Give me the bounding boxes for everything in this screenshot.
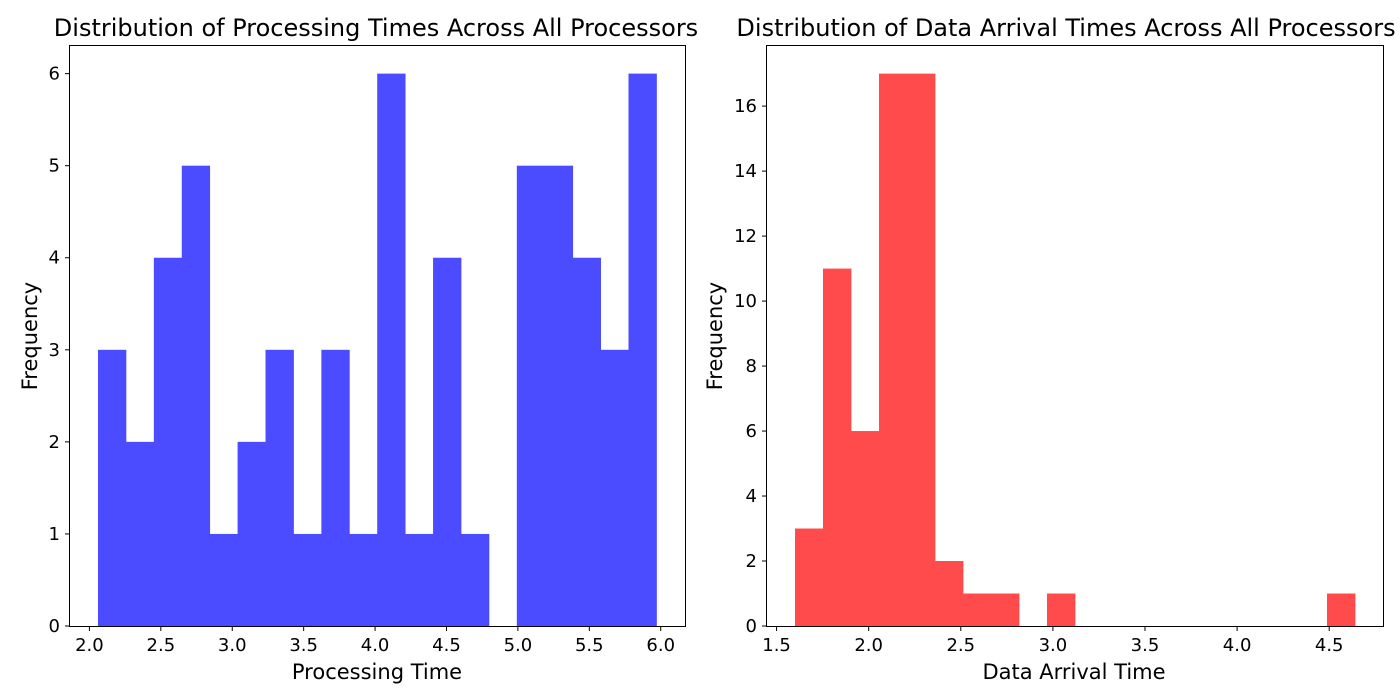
chart-title-arrival: Distribution of Data Arrival Times Acros… xyxy=(736,14,1395,42)
histogram-bar xyxy=(572,257,601,626)
x-tick-label: 6.0 xyxy=(646,635,675,656)
histogram-bar xyxy=(293,533,322,626)
histogram-bar xyxy=(153,257,183,626)
histogram-bar xyxy=(991,593,1020,626)
x-tick-label: 2.5 xyxy=(946,635,975,656)
y-tick-label: 10 xyxy=(734,291,757,312)
y-tick-label: 0 xyxy=(746,616,757,637)
histogram-bar xyxy=(907,73,936,627)
x-tick-label: 4.0 xyxy=(1223,635,1252,656)
x-axis-label-processing: Processing Time xyxy=(292,660,462,684)
y-tick-label: 5 xyxy=(49,156,60,177)
histogram-bar xyxy=(544,165,574,626)
y-axis-label-arrival: Frequency xyxy=(703,282,727,391)
y-tick-label: 1 xyxy=(49,524,60,545)
x-axis-label-arrival: Data Arrival Time xyxy=(982,660,1165,684)
x-tick-label: 1.5 xyxy=(762,635,791,656)
histogram-bar xyxy=(433,257,462,626)
y-tick-label: 14 xyxy=(734,161,757,182)
processing-time-histogram: Distribution of Processing Times Across … xyxy=(18,14,698,684)
y-tick-label: 8 xyxy=(746,356,757,377)
y-axis-label-processing: Frequency xyxy=(18,282,42,391)
histogram-bar xyxy=(181,165,211,626)
histogram-bar xyxy=(795,528,824,626)
y-tick-label: 12 xyxy=(734,226,757,247)
y-tick-label: 4 xyxy=(49,248,60,269)
y-tick-label: 4 xyxy=(746,486,757,507)
y-tick-label: 6 xyxy=(746,421,757,442)
x-tick-label: 3.5 xyxy=(1131,635,1160,656)
x-tick-label: 3.0 xyxy=(218,635,247,656)
x-tick-label: 4.5 xyxy=(432,635,461,656)
x-tick-label: 5.5 xyxy=(575,635,604,656)
x-tick-label: 3.0 xyxy=(1039,635,1068,656)
y-tick-label: 2 xyxy=(746,551,757,572)
histogram-bar xyxy=(823,268,852,626)
x-tick-label: 3.5 xyxy=(289,635,318,656)
x-tick-label: 5.0 xyxy=(504,635,533,656)
histogram-bar xyxy=(879,73,908,627)
histogram-bar xyxy=(1047,593,1076,626)
x-tick-label: 4.0 xyxy=(361,635,390,656)
histogram-bar xyxy=(516,165,546,626)
y-tick-label: 3 xyxy=(49,340,60,361)
x-tick-label: 4.5 xyxy=(1315,635,1344,656)
y-ticks-processing: 0 1 2 3 4 5 6 xyxy=(49,64,70,637)
x-ticks-arrival: 1.5 2.0 2.5 3.0 3.5 4.0 4.5 xyxy=(762,626,1344,656)
histogram-bar xyxy=(209,533,238,626)
histogram-bar xyxy=(237,441,266,626)
histogram-bar xyxy=(265,349,294,626)
y-tick-label: 6 xyxy=(49,64,60,85)
bars-processing xyxy=(97,73,657,627)
chart-title-processing: Distribution of Processing Times Across … xyxy=(54,14,698,42)
y-tick-label: 2 xyxy=(49,432,60,453)
histogram-bar xyxy=(460,533,490,626)
histogram-bar xyxy=(125,441,155,626)
bars-arrival xyxy=(795,73,1356,627)
histogram-bar xyxy=(97,349,127,626)
histogram-bar xyxy=(1327,593,1356,626)
y-tick-label: 16 xyxy=(734,96,757,117)
x-tick-label: 2.0 xyxy=(854,635,883,656)
axes-frame-processing xyxy=(69,45,686,627)
arrival-time-histogram: Distribution of Data Arrival Times Acros… xyxy=(703,14,1396,684)
histogram-bar xyxy=(600,349,629,626)
histogram-bar xyxy=(851,431,880,626)
axes-frame-arrival xyxy=(766,45,1384,627)
y-ticks-arrival: 0 2 4 6 8 10 12 14 16 xyxy=(734,96,767,637)
histogram-bar xyxy=(377,73,406,627)
histogram-bar xyxy=(405,533,434,626)
y-tick-label: 0 xyxy=(49,616,60,637)
histogram-bar xyxy=(628,73,657,627)
histogram-bar xyxy=(935,561,964,626)
histogram-bar xyxy=(349,533,378,626)
x-tick-label: 2.0 xyxy=(75,635,104,656)
x-tick-label: 2.5 xyxy=(147,635,176,656)
histogram-bar xyxy=(321,349,350,626)
histogram-bar xyxy=(963,593,992,626)
x-ticks-processing: 2.0 2.5 3.0 3.5 4.0 4.5 5.0 5.5 6.0 xyxy=(75,626,675,656)
